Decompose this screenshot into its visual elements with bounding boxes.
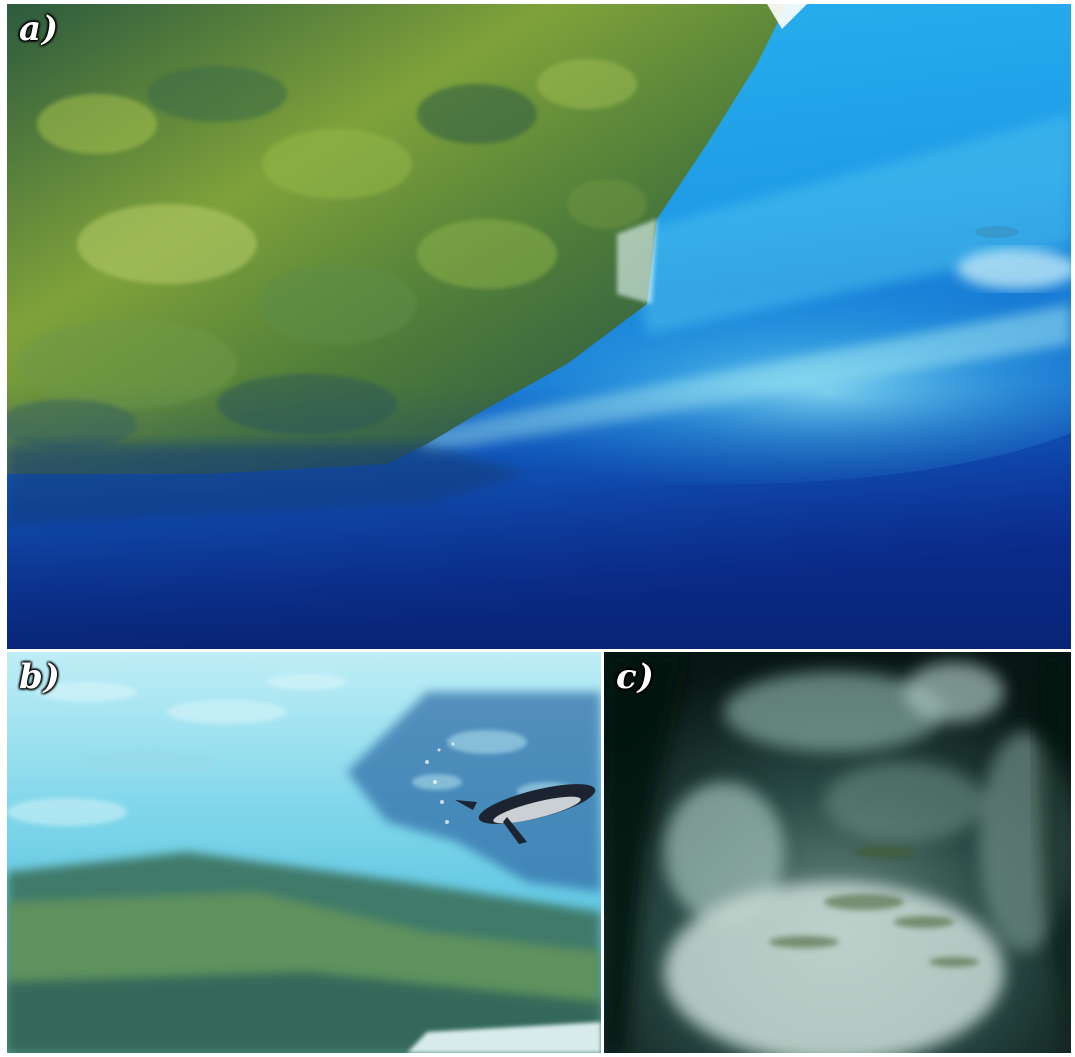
penguin-figure <box>455 784 596 844</box>
ice-overhang-photo <box>7 4 1071 649</box>
penguin-under-ice-photo <box>7 652 601 1053</box>
ice-cave-photo <box>604 652 1071 1053</box>
photo-panel-c: c) <box>604 652 1071 1053</box>
panel-label-a: a) <box>19 9 60 49</box>
photo-panel-b: b) <box>7 652 601 1053</box>
photo-panel-a: a) <box>7 4 1071 649</box>
panel-label-b: b) <box>19 657 61 697</box>
panel-label-c: c) <box>616 657 655 697</box>
